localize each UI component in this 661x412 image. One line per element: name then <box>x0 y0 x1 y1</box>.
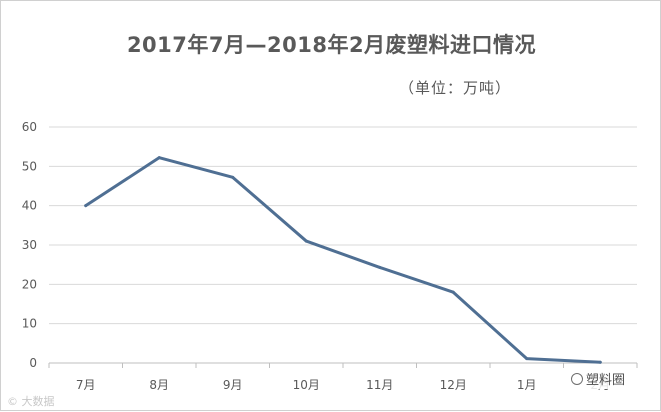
y-tick-label: 50 <box>22 159 37 173</box>
data-point <box>451 290 455 294</box>
y-tick-label: 30 <box>22 238 37 252</box>
watermark-right-text: 塑料圈 <box>586 373 626 388</box>
watermark-left: © 大数据 <box>7 395 55 408</box>
y-axis-ticks: 0 10 20 30 40 50 60 <box>22 120 37 370</box>
data-point <box>231 175 235 179</box>
y-tick-label: 40 <box>22 199 37 213</box>
x-axis-ticks: 7月8月9月10月11月12月1月2月 <box>48 363 638 392</box>
series-line <box>84 156 602 364</box>
x-tick-label: 11月 <box>366 378 393 392</box>
x-tick-label: 8月 <box>149 378 169 392</box>
data-point <box>598 360 602 364</box>
watermark-logo-icon <box>571 373 583 385</box>
x-tick-label: 7月 <box>76 378 96 392</box>
chart-title: 2017年7月—2018年2月废塑料进口情况 <box>126 33 537 57</box>
x-tick-label: 12月 <box>440 378 467 392</box>
gridlines <box>49 126 637 364</box>
data-point <box>378 265 382 269</box>
data-point <box>157 156 161 160</box>
unit-note: （单位：万吨） <box>399 79 512 97</box>
data-point <box>525 357 529 361</box>
watermark-right: 塑料圈 <box>567 368 630 389</box>
x-tick-label: 9月 <box>223 378 243 392</box>
y-tick-label: 60 <box>22 120 37 134</box>
data-point <box>304 239 308 243</box>
y-tick-label: 10 <box>22 317 37 331</box>
y-tick-label: 0 <box>29 356 37 370</box>
data-point <box>84 204 88 208</box>
y-tick-label: 20 <box>22 277 37 291</box>
x-tick-label: 10月 <box>293 378 320 392</box>
x-tick-label: 1月 <box>517 378 537 392</box>
series-layer <box>84 156 602 364</box>
